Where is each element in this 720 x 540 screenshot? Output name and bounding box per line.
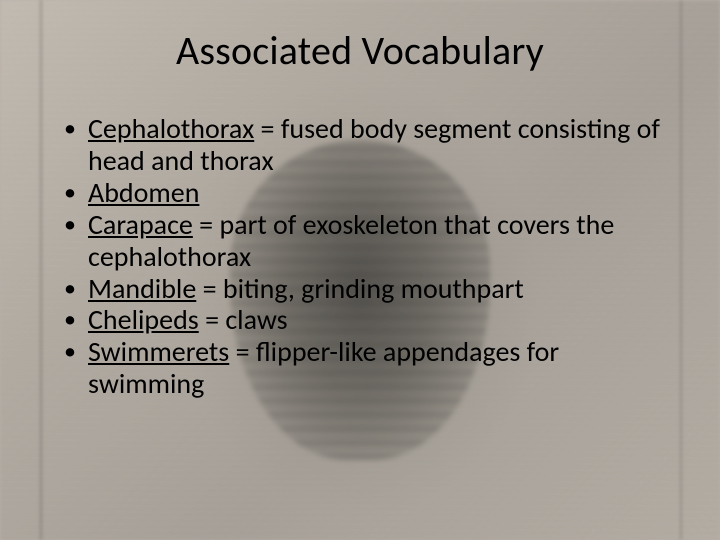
list-item: Mandible = biting, grinding mouthpart	[58, 273, 680, 305]
term: Mandible	[88, 271, 196, 306]
list-item: Cephalothorax = fused body segment consi…	[58, 113, 680, 177]
term: Abdomen	[88, 175, 199, 210]
list-item: Carapace = part of exoskeleton that cove…	[58, 209, 680, 273]
term: Cephalothorax	[88, 111, 254, 146]
slide-content: Associated Vocabulary Cephalothorax = fu…	[0, 0, 720, 540]
slide-body: Cephalothorax = fused body segment consi…	[0, 113, 720, 400]
list-item: Swimmerets = flipper-like appendages for…	[58, 336, 680, 400]
list-item: Chelipeds = claws	[58, 304, 680, 336]
definition: = claws	[199, 302, 288, 337]
definition: = biting, grinding mouthpart	[196, 271, 524, 306]
vocabulary-list: Cephalothorax = fused body segment consi…	[58, 113, 680, 400]
list-item: Abdomen	[58, 177, 680, 209]
term: Swimmerets	[88, 334, 229, 369]
term: Chelipeds	[88, 302, 199, 337]
slide-title: Associated Vocabulary	[0, 0, 720, 113]
term: Carapace	[88, 207, 193, 242]
slide: Associated Vocabulary Cephalothorax = fu…	[0, 0, 720, 540]
